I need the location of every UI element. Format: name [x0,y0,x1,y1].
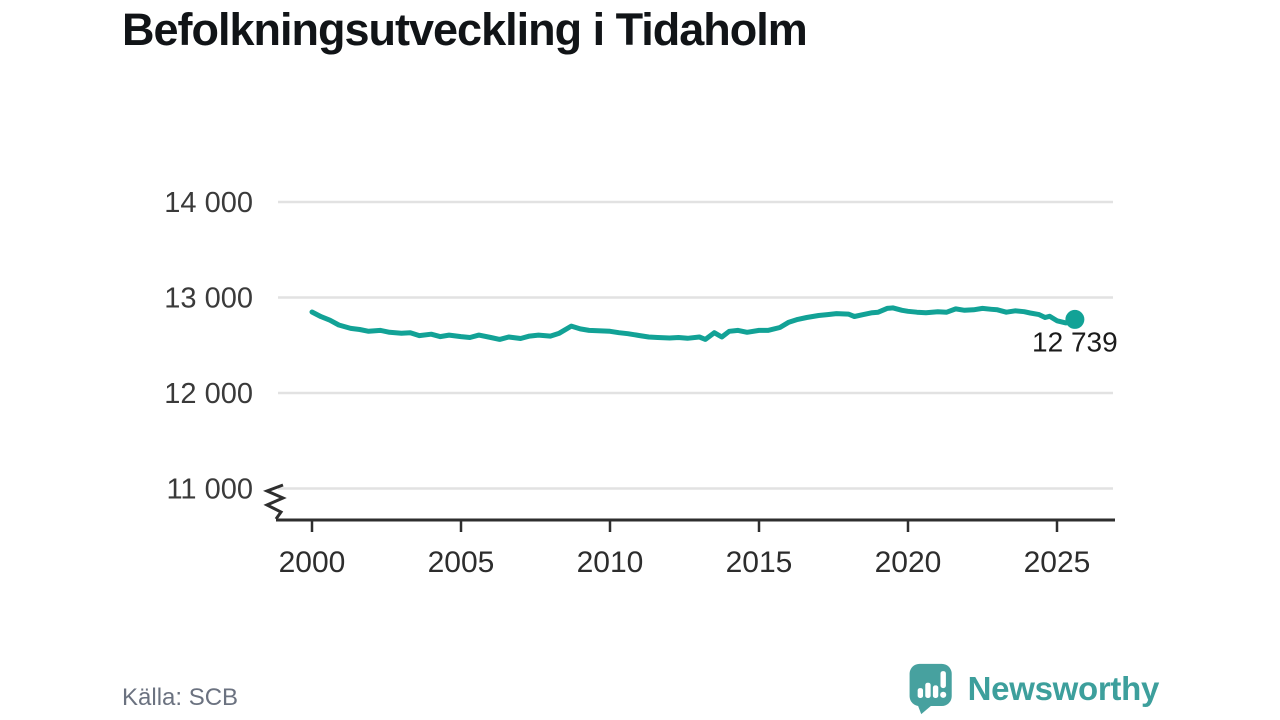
logo-exclamation-dot [939,691,946,698]
logo-bar-2 [924,682,931,698]
population-line [309,305,1078,342]
x-axis-tick-label: 2020 [875,546,942,579]
y-axis-tick-label: 14 000 [164,187,253,219]
source-label: Källa: SCB [122,684,239,711]
last-point-marker [1065,309,1085,329]
x-axis-tick-label: 2000 [279,546,346,579]
x-axis-tick-label: 2010 [577,546,644,579]
axis-break-zigzag [263,483,287,520]
logo-exclamation-bar [940,671,946,689]
logo-bar-1 [917,688,923,698]
x-axis-tick-label: 2005 [428,546,495,579]
logo-bubble-tail [916,702,933,715]
last-value-label: 12 739 [1032,326,1118,357]
y-axis-tick-label: 13 000 [164,283,253,315]
logo-bar-3 [932,685,938,698]
y-axis-tick-label: 11 000 [166,474,253,506]
y-axis-tick-label: 12 000 [164,378,253,410]
chart-title: Befolkningsutveckling i Tidaholm [122,4,808,55]
newsworthy-logo-icon [909,663,952,715]
x-axis-tick-label: 2015 [726,546,793,579]
x-axis-tick-label: 2025 [1024,546,1091,579]
newsworthy-logo-text: Newsworthy [967,670,1160,707]
newsworthy-logo: Newsworthy [907,663,1159,715]
